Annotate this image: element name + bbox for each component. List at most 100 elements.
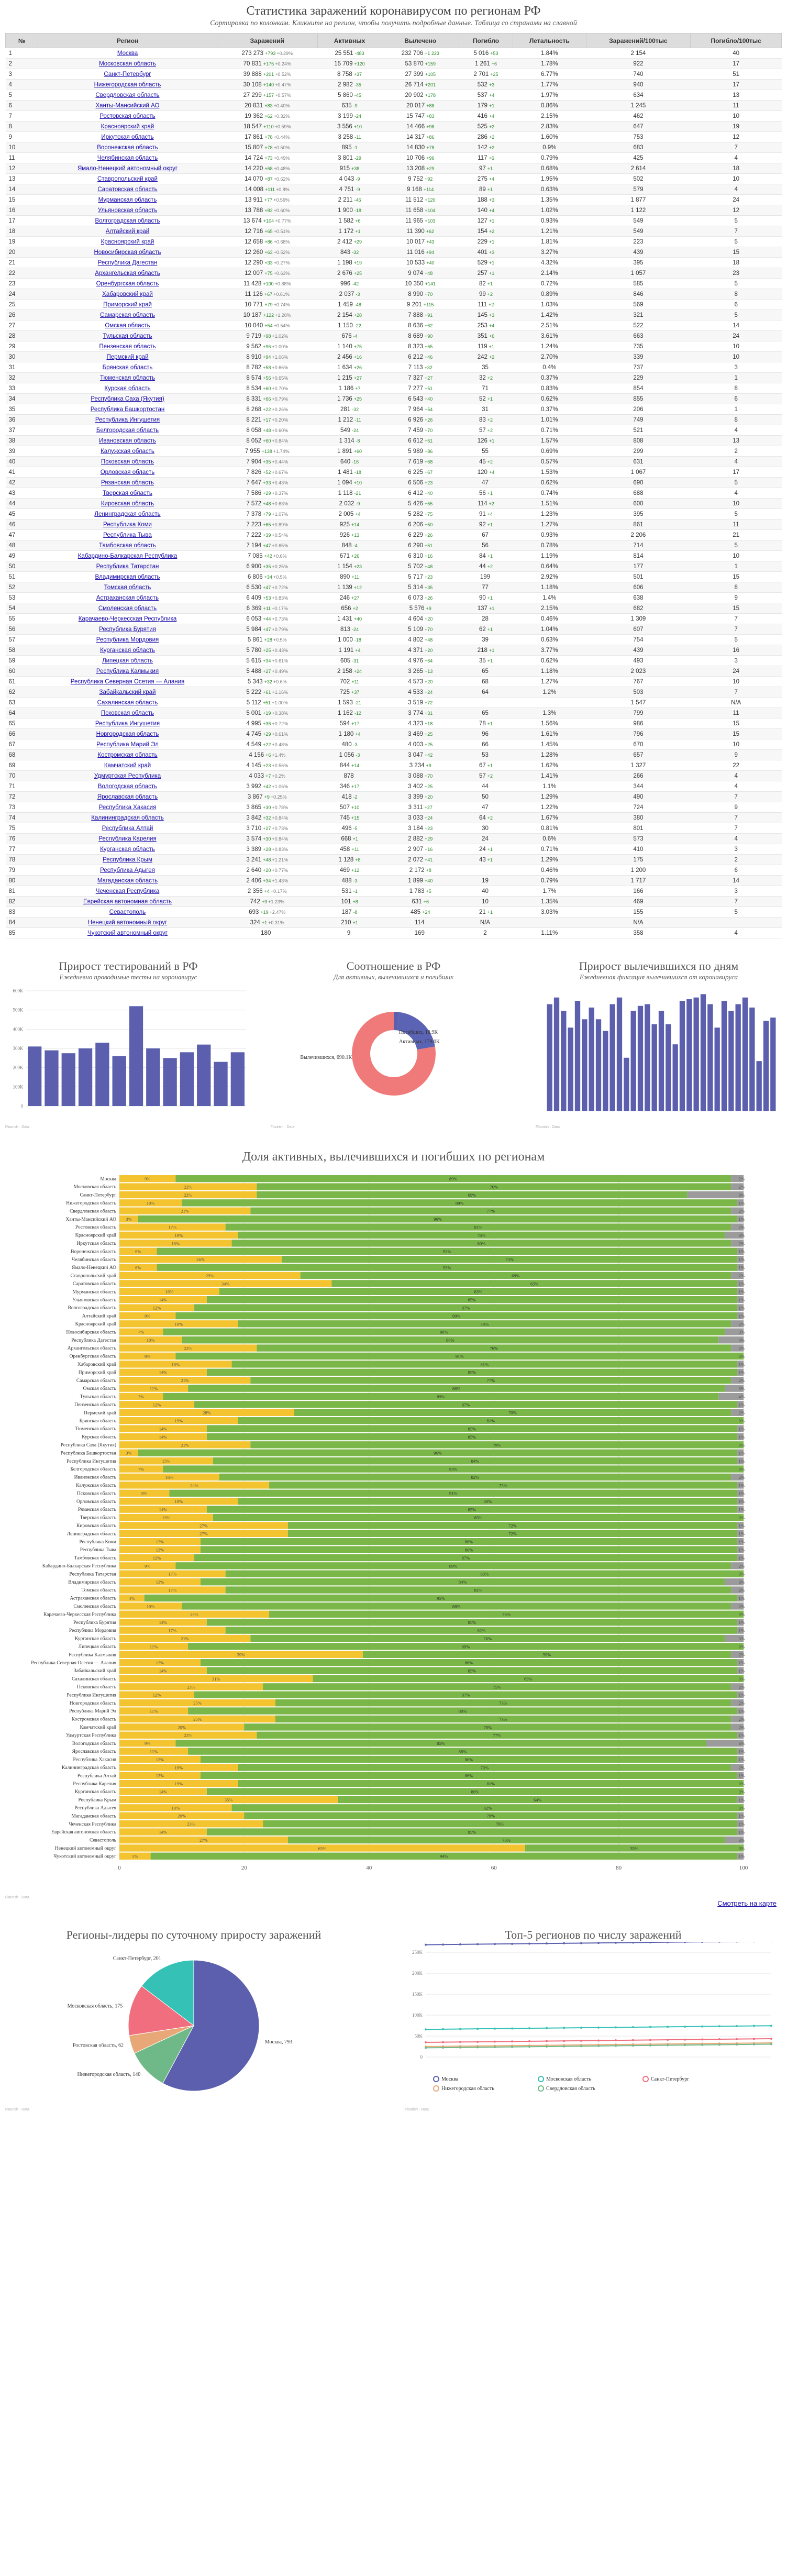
region-link[interactable]: Новгородская область (96, 731, 159, 737)
region-link[interactable]: Кабардино-Балкарская Республика (77, 552, 178, 559)
region-link[interactable]: Пермский край (106, 353, 149, 360)
column-header[interactable]: Погибло (458, 33, 514, 48)
column-header[interactable]: Регион (38, 33, 217, 48)
region-link[interactable]: Владимирская область (95, 573, 160, 580)
region-link[interactable]: Чеченская Республика (95, 888, 160, 894)
legend-swatch[interactable] (538, 2076, 544, 2082)
region-link[interactable]: Республика Крым (103, 856, 152, 863)
region-link[interactable]: Архангельская область (95, 270, 160, 277)
legend-swatch[interactable] (433, 2076, 439, 2082)
region-link[interactable]: Республика Дагестан (97, 259, 158, 266)
legend-swatch[interactable] (642, 2076, 649, 2082)
region-link[interactable]: Удмуртская Республика (94, 772, 161, 779)
region-link[interactable]: Ленинградская область (94, 511, 161, 517)
region-link[interactable]: Республика Северная Осетия — Алания (70, 678, 185, 685)
region-link[interactable]: Забайкальский край (99, 689, 156, 695)
region-link[interactable]: Санкт-Петербург (104, 71, 151, 78)
region-link[interactable]: Магаданская область (97, 877, 158, 884)
legend-swatch[interactable] (538, 2085, 544, 2092)
legend-label[interactable]: Нижегородская область (441, 2086, 494, 2092)
region-link[interactable]: Томская область (104, 584, 151, 591)
region-link[interactable]: Иркутская область (101, 134, 154, 140)
legend-label[interactable]: Санкт-Петербург (651, 2076, 689, 2082)
region-link[interactable]: Псковская область (101, 710, 154, 716)
region-link[interactable]: Камчатский край (104, 762, 151, 769)
region-link[interactable]: Волгоградская область (95, 217, 160, 224)
region-link[interactable]: Ивановская область (99, 437, 156, 444)
region-link[interactable]: Вологодская область (97, 783, 158, 790)
region-link[interactable]: Ярославская область (97, 793, 158, 800)
region-link[interactable]: Самарская область (100, 312, 155, 318)
region-link[interactable]: Челябинская область (97, 154, 158, 161)
region-link[interactable]: Республика Коми (103, 521, 152, 528)
column-header[interactable]: № (5, 33, 38, 48)
region-link[interactable]: Астраханская область (96, 594, 159, 601)
column-header[interactable]: Погибло/100тыс (690, 33, 782, 48)
region-link[interactable]: Приморский край (103, 301, 152, 308)
column-header[interactable]: Летальность (513, 33, 586, 48)
region-link[interactable]: Чукотский автономный округ (87, 930, 168, 936)
legend-swatch[interactable] (433, 2085, 439, 2092)
legend-label[interactable]: Московская область (546, 2076, 591, 2082)
region-link[interactable]: Ставропольский край (97, 175, 158, 182)
column-header[interactable]: Заражений (217, 33, 318, 48)
region-link[interactable]: Смоленская область (98, 605, 157, 612)
region-link[interactable]: Республика Ингушетия (95, 720, 160, 727)
region-link[interactable]: Республика Башкортостан (90, 406, 165, 413)
region-link[interactable]: Республика Марий Эл (96, 741, 159, 748)
region-link[interactable]: Тверская область (103, 490, 152, 496)
region-link[interactable]: Московская область (99, 60, 156, 67)
region-link[interactable]: Ростовская область (99, 113, 156, 119)
region-link[interactable]: Республика Тыва (103, 532, 152, 538)
column-header[interactable]: Вылечено (381, 33, 459, 48)
region-link[interactable]: Свердловская область (95, 92, 160, 98)
region-link[interactable]: Республика Адыгея (100, 867, 155, 874)
map-link[interactable]: Смотреть на карте (717, 1899, 777, 1907)
region-link[interactable]: Республика Татарстан (96, 563, 159, 570)
region-link[interactable]: Ненецкий автономный округ (87, 919, 168, 926)
region-link[interactable]: Нижегородская область (94, 81, 161, 88)
region-link[interactable]: Тульская область (103, 333, 152, 339)
region-link[interactable]: Республика Калмыкия (96, 668, 159, 675)
legend-label[interactable]: Москва (441, 2076, 459, 2082)
region-link[interactable]: Липецкая область (102, 657, 153, 664)
region-link[interactable]: Тамбовская область (98, 542, 157, 549)
region-link[interactable]: Псковская область (101, 458, 154, 465)
region-link[interactable]: Сахалинская область (97, 699, 158, 706)
region-link[interactable]: Омская область (105, 322, 150, 329)
region-link[interactable]: Еврейская автономная область (83, 898, 172, 905)
region-link[interactable]: Калининградская область (91, 814, 164, 821)
region-link[interactable]: Кировская область (101, 500, 154, 507)
region-link[interactable]: Воронежская область (97, 144, 158, 151)
region-link[interactable]: Карачаево-Черкесская Республика (78, 615, 177, 622)
region-link[interactable]: Республика Саха (Якутия) (91, 395, 164, 402)
region-link[interactable]: Республика Бурятия (99, 626, 156, 633)
region-link[interactable]: Республика Хакасия (98, 804, 157, 811)
region-link[interactable]: Рязанская область (101, 479, 154, 486)
region-link[interactable]: Республика Алтай (102, 825, 153, 832)
region-link[interactable]: Республика Мордовия (96, 636, 159, 643)
region-link[interactable]: Ульяновская область (97, 207, 158, 214)
region-link[interactable]: Саратовская область (97, 186, 158, 193)
region-link[interactable]: Белгородская область (96, 427, 159, 434)
region-link[interactable]: Красноярский край (101, 123, 154, 130)
region-link[interactable]: Оренбургская область (96, 280, 159, 287)
region-link[interactable]: Ханты-Мансийский АО (95, 102, 160, 109)
region-link[interactable]: Новосибирская область (94, 249, 161, 256)
region-link[interactable]: Ямало-Ненецкий автономный округ (77, 165, 178, 172)
region-link[interactable]: Севастополь (109, 909, 146, 915)
region-link[interactable]: Республика Карелия (98, 835, 157, 842)
region-link[interactable]: Курская область (104, 385, 151, 392)
region-link[interactable]: Красноярский край (101, 238, 154, 245)
region-link[interactable]: Курганская область (100, 846, 155, 853)
column-header[interactable]: Заражений/100тыс (585, 33, 691, 48)
region-link[interactable]: Республика Ингушетия (95, 416, 160, 423)
legend-label[interactable]: Свердловская область (546, 2086, 595, 2092)
region-link[interactable]: Хабаровский край (102, 291, 153, 297)
column-header[interactable]: Активных (317, 33, 382, 48)
region-link[interactable]: Калужская область (101, 448, 154, 455)
region-link[interactable]: Пензенская область (99, 343, 156, 350)
region-link[interactable]: Тюменская область (99, 374, 156, 381)
region-link[interactable]: Мурманская область (98, 196, 157, 203)
region-link[interactable]: Костромская область (97, 751, 158, 758)
